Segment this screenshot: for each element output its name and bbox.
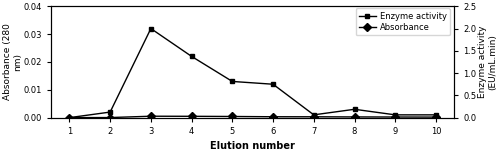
Enzyme activity [66, 117, 72, 119]
Absorbance [188, 115, 194, 117]
Absorbance [311, 116, 317, 118]
Enzyme activity [107, 111, 113, 113]
Absorbance [66, 117, 72, 119]
Legend: Enzyme activity, Absorbance: Enzyme activity, Absorbance [356, 8, 450, 35]
Y-axis label: Enzyme activity
(EU/mL.min): Enzyme activity (EU/mL.min) [478, 26, 497, 98]
Absorbance [392, 116, 398, 118]
Enzyme activity [230, 81, 235, 82]
Absorbance [352, 116, 358, 118]
Absorbance [230, 116, 235, 117]
Y-axis label: Absorbance (280
nm): Absorbance (280 nm) [3, 24, 22, 100]
Line: Absorbance: Absorbance [66, 113, 438, 120]
Absorbance [107, 117, 113, 118]
Enzyme activity [148, 28, 154, 29]
Enzyme activity [392, 114, 398, 116]
Absorbance [270, 116, 276, 118]
Absorbance [148, 115, 154, 117]
Enzyme activity [433, 114, 439, 116]
X-axis label: Elution number: Elution number [210, 141, 295, 151]
Enzyme activity [311, 114, 317, 116]
Line: Enzyme activity: Enzyme activity [67, 26, 438, 120]
Enzyme activity [270, 83, 276, 85]
Enzyme activity [188, 55, 194, 57]
Enzyme activity [352, 108, 358, 110]
Absorbance [433, 116, 439, 118]
